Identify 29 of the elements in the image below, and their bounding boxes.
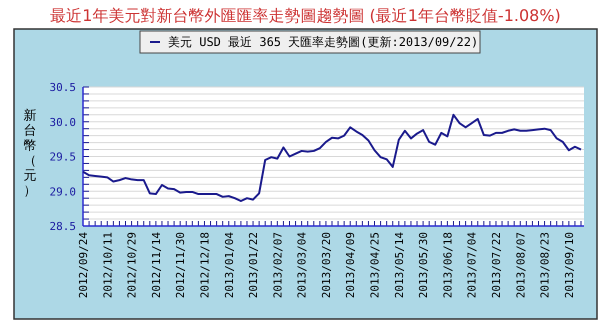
x-tick-label: 2013/08/23 — [538, 232, 552, 298]
chart-title: 最近1年美元對新台幣外匯匯率走勢圖趨勢圖 (最近1年台幣貶值-1.08%) — [50, 6, 561, 25]
x-tick-label: 2012/11/30 — [174, 232, 188, 298]
x-tick-label: 2013/06/18 — [441, 232, 454, 298]
legend-label: 美元 USD 最近 365 天匯率走勢圖(更新:2013/09/22) — [168, 35, 478, 49]
y-axis-title: 新台幣（元） — [24, 108, 36, 198]
x-tick-label: 2013/03/20 — [320, 232, 333, 298]
x-tick-label: 2013/03/04 — [296, 232, 309, 298]
x-tick-label: 2013/08/07 — [514, 232, 528, 298]
x-tick-label: 2013/05/30 — [417, 232, 430, 298]
x-tick-label: 2013/07/04 — [466, 232, 479, 298]
x-tick-label: 2013/02/07 — [271, 232, 284, 298]
y-tick-label: 28.5 — [50, 220, 76, 233]
y-tick-label: 30.0 — [50, 116, 76, 129]
x-tick-label: 2012/10/29 — [126, 232, 139, 298]
text: 29.0 — [50, 185, 76, 198]
x-tick-label: 2013/09/10 — [562, 232, 576, 298]
x-tick-label: 2013/04/25 — [368, 232, 382, 298]
y-tick-label: 30.5 — [50, 81, 76, 94]
x-tick-label: 2013/01/04 — [222, 232, 236, 298]
x-tick-label: 2012/09/24 — [77, 232, 90, 298]
x-tick-label: 2013/01/22 — [247, 232, 260, 298]
x-tick-label: 2013/04/09 — [344, 232, 358, 298]
x-tick-label: 2012/11/14 — [150, 232, 163, 298]
x-tick-label: 2012/12/18 — [198, 232, 212, 298]
x-tick-label: 2012/10/11 — [101, 232, 114, 298]
y-tick-label: 29.5 — [50, 150, 76, 164]
x-tick-label: 2013/07/22 — [490, 232, 503, 298]
x-tick-label: 2013/05/14 — [392, 232, 406, 298]
